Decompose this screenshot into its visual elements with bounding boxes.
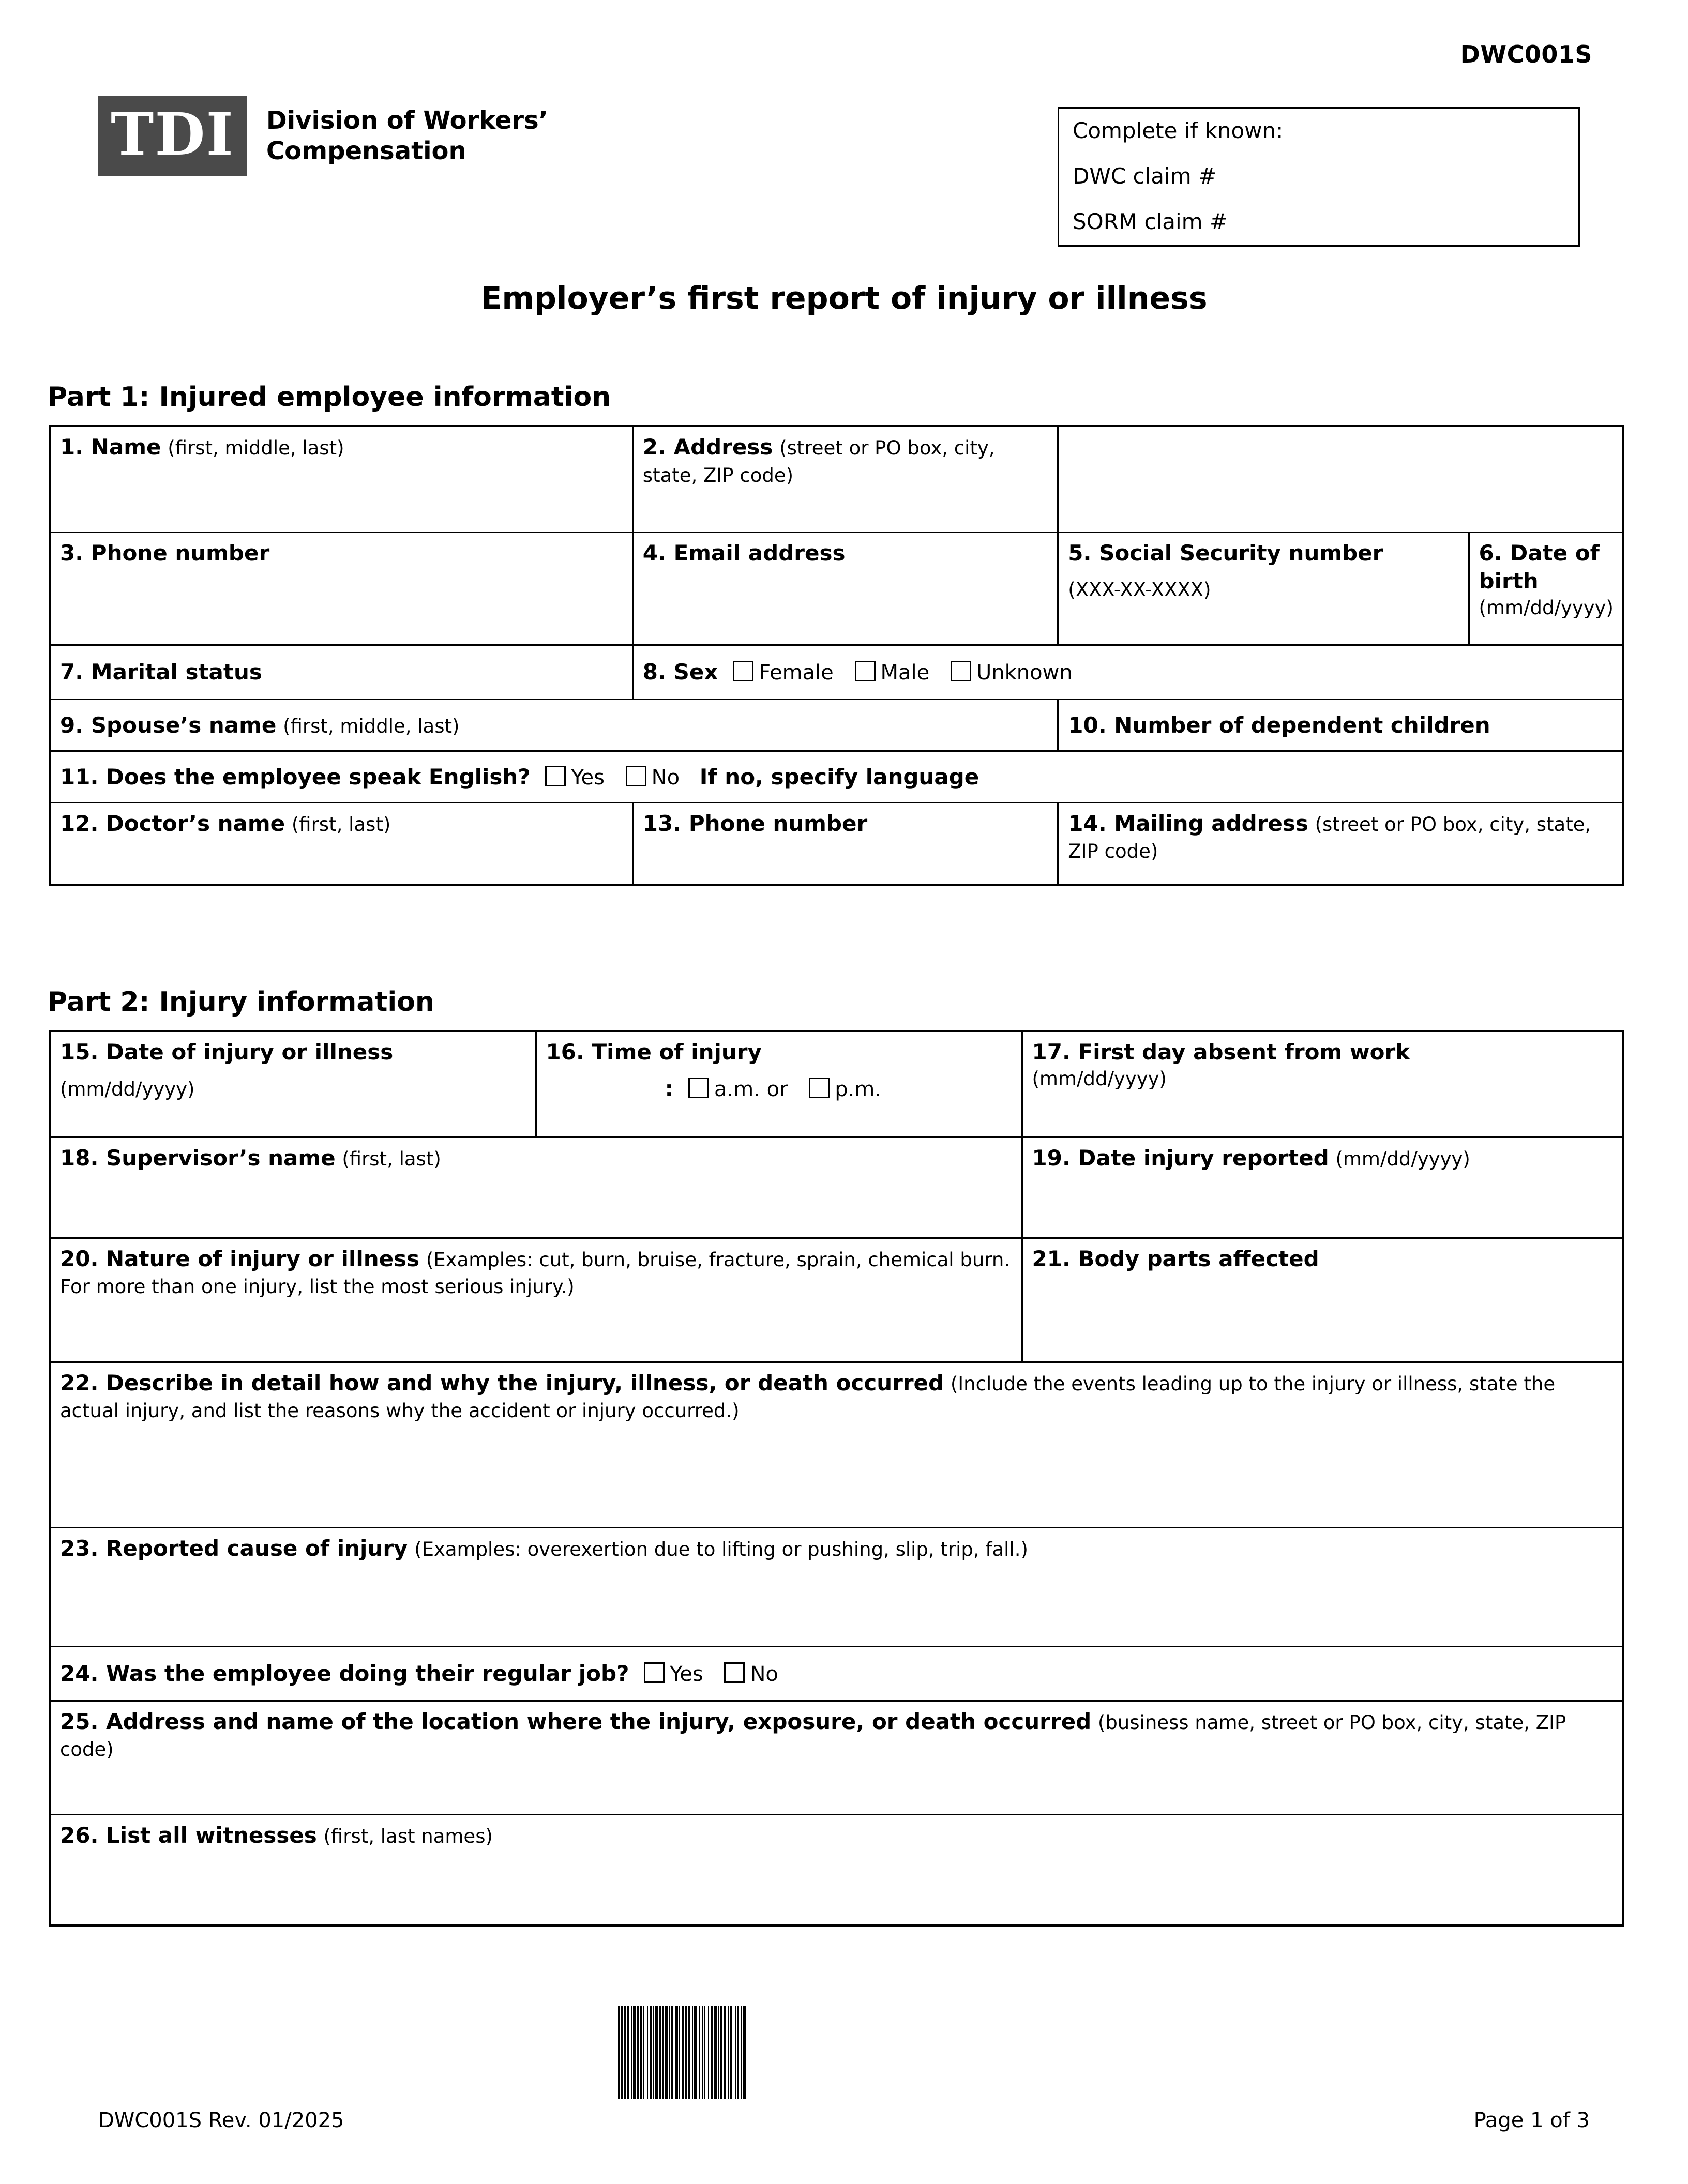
field-3-phone-number[interactable]: 3. Phone number: [49, 531, 634, 646]
checkbox-sex-unknown[interactable]: [950, 661, 971, 682]
field-7-marital-status[interactable]: 7. Marital status: [49, 644, 634, 700]
table-row: 25. Address and name of the location whe…: [49, 1700, 1624, 1815]
field-10-dependent-children[interactable]: 10. Number of dependent children: [1057, 698, 1624, 752]
checkbox-time-pm[interactable]: [809, 1077, 830, 1098]
time-colon-separator: :: [665, 1075, 674, 1101]
form-code: DWC001S: [1460, 40, 1592, 68]
tdi-logo: TDI Division of Workers’ Compensation: [98, 96, 670, 176]
table-row: 1. Name (first, middle, last) 2. Address…: [49, 425, 1623, 533]
checkbox-regular-job-no[interactable]: [724, 1662, 745, 1684]
sorm-claim-number-field[interactable]: SORM claim #: [1073, 209, 1228, 234]
footer-page-number: Page 1 of 3: [1473, 2109, 1590, 2132]
page-title: Employer’s first report of injury or ill…: [480, 280, 1208, 316]
table-row: 11. Does the employee speak English? Yes…: [49, 750, 1624, 803]
table-row: 9. Spouse’s name (first, middle, last) 1…: [49, 698, 1624, 752]
checkbox-sex-female[interactable]: [733, 661, 754, 682]
field-20-nature-of-injury[interactable]: 20. Nature of injury or illness (Example…: [49, 1237, 1023, 1363]
table-row: 3. Phone number 4. Email address 5. Soci…: [49, 531, 1624, 646]
part-2-heading: Part 2: Injury information: [48, 987, 434, 1018]
field-1-name[interactable]: 1. Name (first, middle, last): [49, 425, 634, 533]
field-17-first-day-absent[interactable]: 17. First day absent from work (mm/dd/yy…: [1021, 1030, 1624, 1138]
table-row: 20. Nature of injury or illness (Example…: [49, 1237, 1624, 1363]
table-row: 24. Was the employee doing their regular…: [49, 1645, 1624, 1702]
field-16-time-of-injury: 16. Time of injury : a.m. or p.m.: [535, 1030, 1023, 1138]
field-12-doctor-name[interactable]: 12. Doctor’s name (first, last): [49, 801, 634, 886]
field-18-supervisor-name[interactable]: 18. Supervisor’s name (first, last): [49, 1136, 1023, 1239]
claim-box-title: Complete if known:: [1073, 118, 1284, 143]
field-5-social-security-number[interactable]: 5. Social Security number (XXX-XX-XXXX): [1057, 531, 1470, 646]
field-11-language-label[interactable]: If no, specify language: [699, 764, 979, 790]
complete-if-known-box: Complete if known: DWC claim # SORM clai…: [1058, 107, 1580, 247]
field-9-spouse-name[interactable]: 9. Spouse’s name (first, middle, last): [49, 698, 1059, 752]
checkbox-sex-male[interactable]: [854, 661, 876, 682]
field-2-address[interactable]: 2. Address (street or PO box, city, stat…: [631, 425, 1059, 533]
checkbox-time-am[interactable]: [688, 1077, 710, 1098]
table-row: 26. List all witnesses (first, last name…: [49, 1813, 1624, 1927]
field-21-body-parts-affected[interactable]: 21. Body parts affected: [1021, 1237, 1624, 1363]
field-13-doctor-phone-number[interactable]: 13. Phone number: [631, 801, 1059, 886]
table-row: 7. Marital status 8. Sex Female Male Unk…: [49, 644, 1624, 700]
field-26-witnesses[interactable]: 26. List all witnesses (first, last name…: [49, 1813, 1624, 1927]
table-row: 23. Reported cause of injury (Examples: …: [49, 1526, 1624, 1647]
table-row: 22. Describe in detail how and why the i…: [49, 1361, 1624, 1528]
field-24-regular-job: 24. Was the employee doing their regular…: [49, 1645, 1624, 1702]
field-11-speaks-english: 11. Does the employee speak English? Yes…: [49, 750, 1624, 803]
checkbox-regular-job-yes[interactable]: [644, 1662, 665, 1684]
field-4-email-address[interactable]: 4. Email address: [631, 531, 1059, 646]
field-22-describe-how-injury-occurred[interactable]: 22. Describe in detail how and why the i…: [49, 1361, 1624, 1528]
table-row: 12. Doctor’s name (first, last) 13. Phon…: [49, 801, 1624, 886]
part-1-table: 1. Name (first, middle, last) 2. Address…: [49, 425, 1624, 886]
table-row: 15. Date of injury or illness (mm/dd/yyy…: [49, 1030, 1624, 1138]
tdi-logo-mark: TDI: [98, 96, 247, 176]
part-1-heading: Part 1: Injured employee information: [48, 382, 611, 413]
checkbox-english-yes[interactable]: [545, 765, 566, 786]
field-25-location-of-injury[interactable]: 25. Address and name of the location whe…: [49, 1700, 1624, 1815]
table-row: 18. Supervisor’s name (first, last) 19. …: [49, 1136, 1624, 1239]
footer-revision: DWC001S Rev. 01/2025: [98, 2109, 344, 2132]
part-2-table: 15. Date of injury or illness (mm/dd/yyy…: [49, 1030, 1624, 1927]
field-23-reported-cause-of-injury[interactable]: 23. Reported cause of injury (Examples: …: [49, 1526, 1624, 1647]
field-6-date-of-birth[interactable]: 6. Date of birth (mm/dd/yyyy): [1468, 531, 1624, 646]
field-14-mailing-address[interactable]: 14. Mailing address (street or PO box, c…: [1057, 801, 1624, 886]
agency-name: Division of Workers’ Compensation: [266, 106, 548, 165]
field-19-date-injury-reported[interactable]: 19. Date injury reported (mm/dd/yyyy): [1021, 1136, 1624, 1239]
barcode: [618, 2006, 1068, 2099]
dwc-claim-number-field[interactable]: DWC claim #: [1073, 163, 1217, 189]
field-15-date-of-injury[interactable]: 15. Date of injury or illness (mm/dd/yyy…: [49, 1030, 537, 1138]
checkbox-english-no[interactable]: [625, 765, 646, 786]
field-8-sex: 8. Sex Female Male Unknown: [631, 644, 1624, 700]
